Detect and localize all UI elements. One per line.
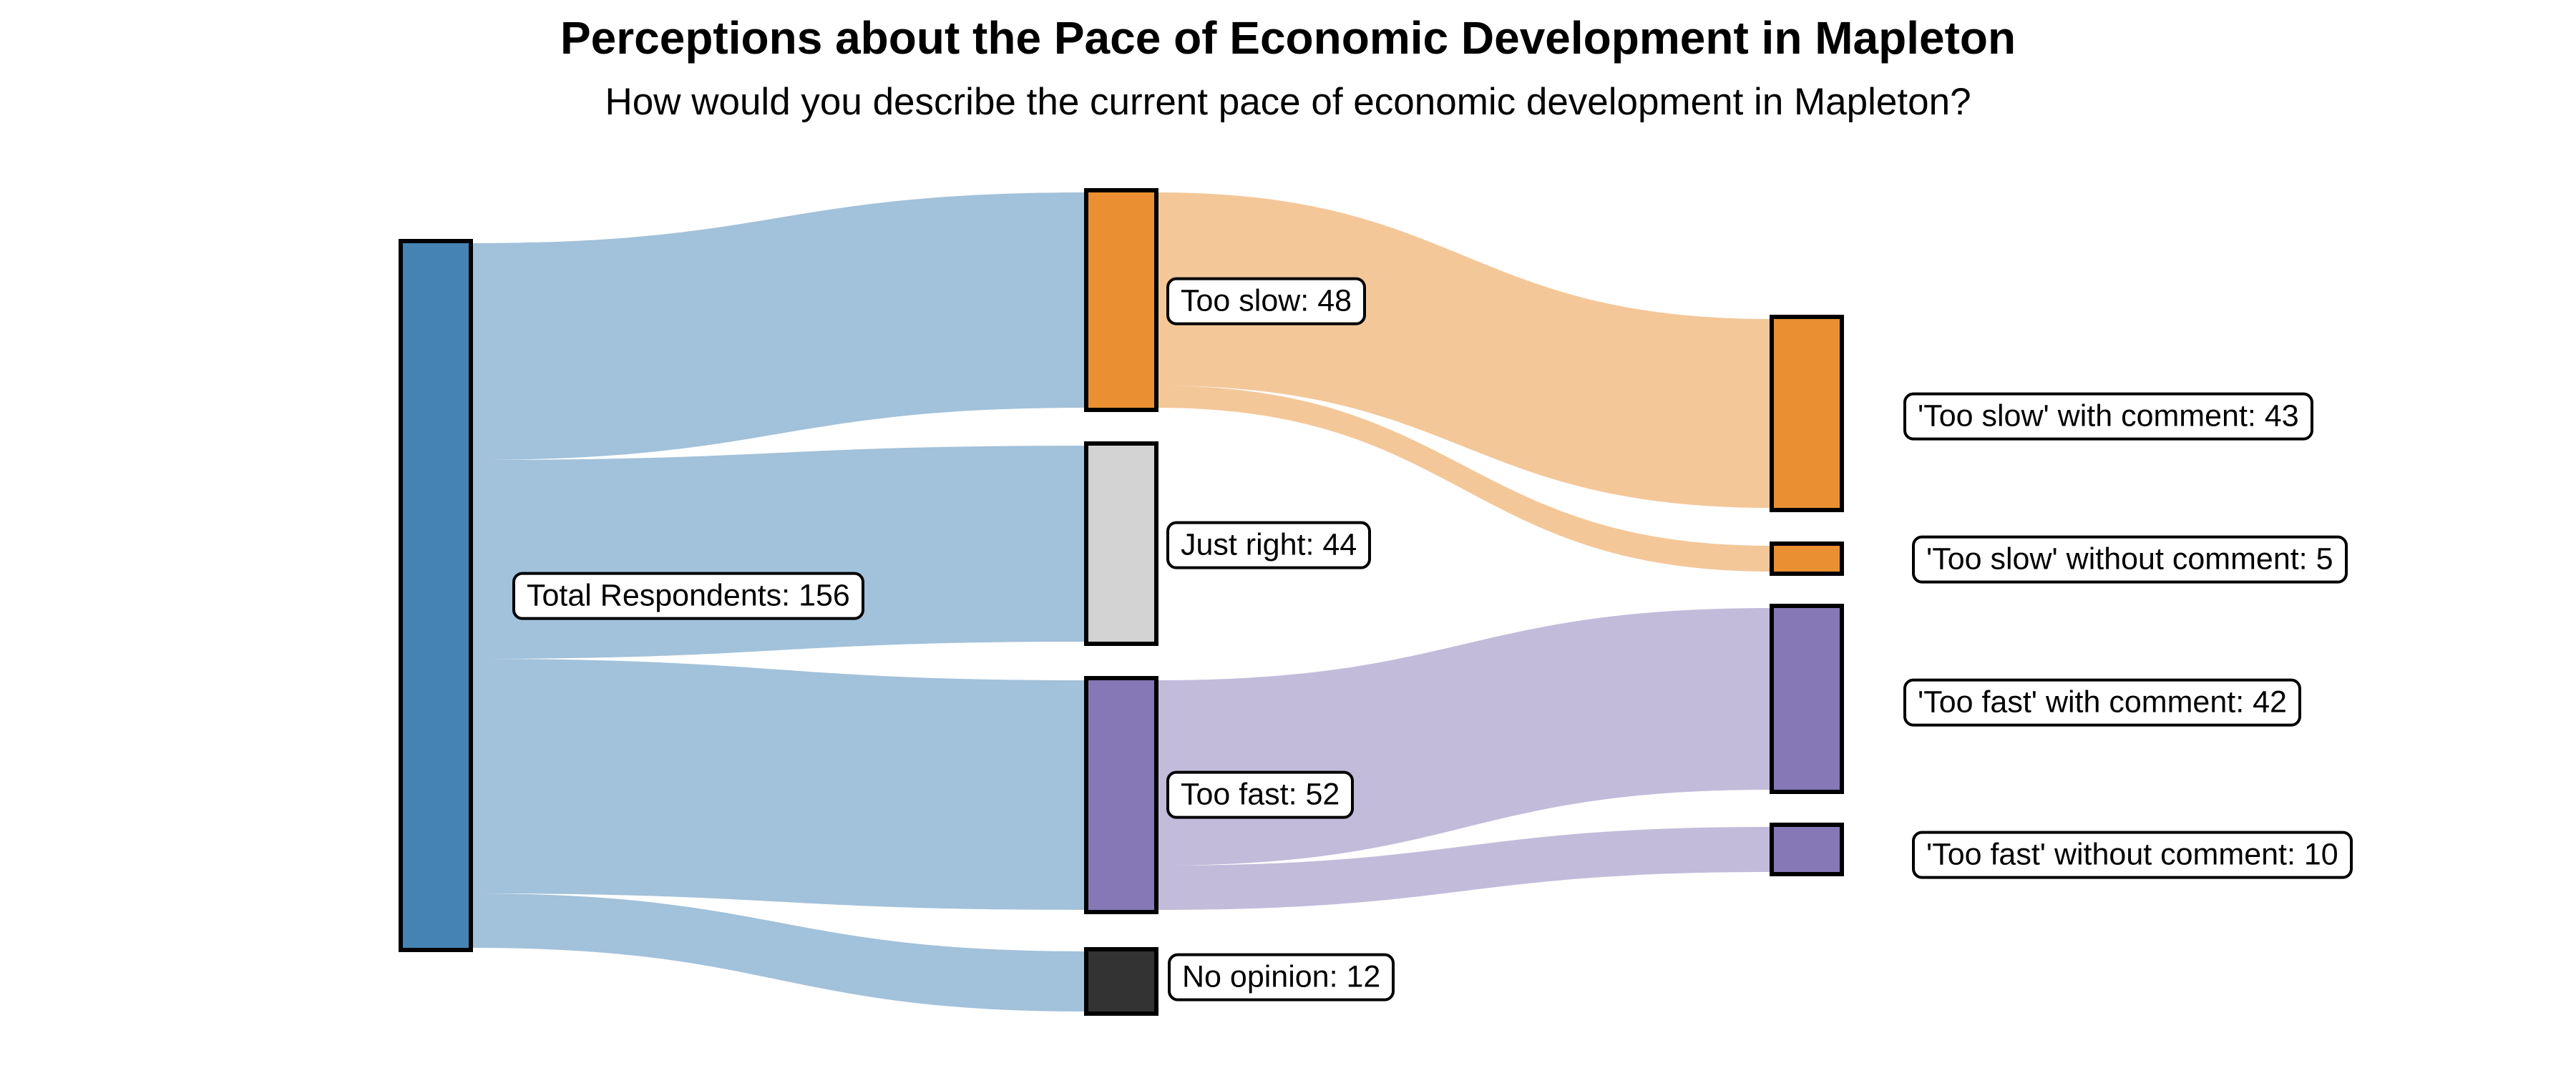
flow-total-to-just-right [471,446,1086,659]
flow-total-to-too-fast [471,659,1086,910]
flow-too-fast-to-with-comment [1156,608,1772,866]
label-too-fast-without-comment: 'Too fast' without comment: 10 [1912,831,2353,879]
flow-total-to-too-slow [471,192,1086,460]
chart-title: Perceptions about the Pace of Economic D… [560,12,2016,64]
node-total-respondents [399,239,473,952]
flow-total-to-no-opinion [471,893,1086,1011]
label-just-right: Just right: 44 [1166,521,1372,569]
label-too-slow-without-comment: 'Too slow' without comment: 5 [1912,535,2348,584]
node-too-fast [1084,676,1158,914]
node-just-right [1084,441,1158,646]
node-no-opinion [1084,947,1158,1016]
label-too-fast: Too fast: 52 [1166,770,1355,819]
label-too-fast-with-comment: 'Too fast' with comment: 42 [1903,678,2301,727]
label-total-respondents: Total Respondents: 156 [512,572,864,620]
node-too-slow-without-comment [1770,542,1844,576]
label-too-slow-with-comment: 'Too slow' with comment: 43 [1903,392,2313,441]
label-too-slow: Too slow: 48 [1166,277,1367,325]
node-too-slow-with-comment [1770,315,1844,512]
flow-too-slow-to-with-comment [1156,192,1772,508]
flow-too-fast-to-without-comment [1156,827,1772,910]
flow-too-slow-to-without-comment [1156,386,1772,572]
node-too-fast-without-comment [1770,823,1844,876]
node-too-slow [1084,188,1158,412]
node-too-fast-with-comment [1770,604,1844,794]
chart-subtitle: How would you describe the current pace … [605,81,1971,123]
label-no-opinion: No opinion: 12 [1168,953,1395,1001]
